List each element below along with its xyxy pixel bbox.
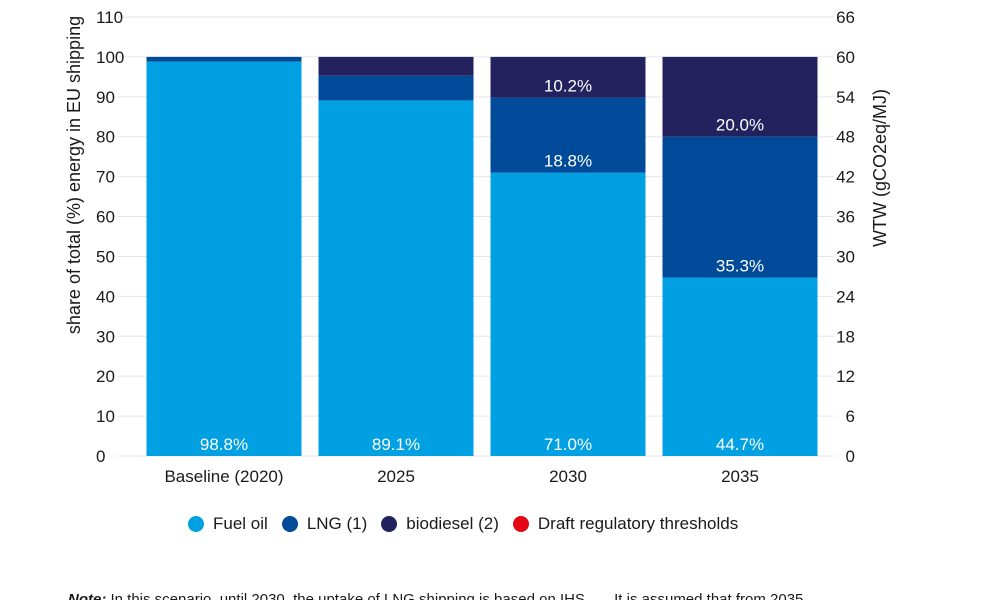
data-label: 18.8% [544, 152, 592, 171]
data-label: 10.2% [544, 77, 592, 96]
data-label: 89.1% [372, 435, 420, 454]
y2-tick-label: 0 [846, 447, 855, 466]
bar-segment [662, 277, 818, 456]
category-label: 2035 [721, 467, 759, 486]
y-tick-label: 100 [96, 48, 124, 67]
stacked-bar-chart: 98.8% 89.1% 71.0% 18.8% 10.2% 44.7% 35.3% 20.0%… [64, 8, 890, 486]
data-labels: 98.8% 89.1% 71.0% 18.8% 10.2% 44.7% 35.3% 20.0% [200, 77, 764, 454]
data-label: 44.7% [716, 435, 764, 454]
category-labels: Baseline (2020) 2025 2030 2035 [164, 467, 758, 486]
y-tick-label: 80 [96, 128, 115, 147]
category-label: 2025 [377, 467, 415, 486]
legend-label: LNG (1) [306, 514, 368, 533]
y2-tick-label: 48 [836, 128, 855, 147]
note-label: Note: [68, 591, 107, 600]
y2-tick-label: 66 [836, 8, 855, 27]
category-label: 2030 [549, 467, 587, 486]
legend-item: Fuel oil [188, 514, 268, 534]
bar-segment [490, 97, 646, 173]
data-label: 35.3% [716, 257, 764, 276]
category-label: Baseline (2020) [164, 467, 283, 486]
legend-label: Fuel oil [213, 514, 268, 533]
bars [146, 56, 818, 457]
y2-axis-title: WTW (gCO2eq/MJ) [870, 89, 890, 247]
y2-tick-label: 18 [836, 327, 855, 346]
bar-segment [490, 56, 646, 98]
y-tick-label: 70 [96, 168, 115, 187]
y2-tick-label: 30 [836, 247, 855, 266]
y2-tick-label: 24 [836, 287, 855, 306]
bar-segment [318, 56, 474, 76]
note-text: In this scenario, until 2030, the uptake… [110, 591, 804, 600]
y-tick-label: 0 [96, 447, 105, 466]
right-axis-ticks: 0 6 12 18 24 30 36 42 48 54 60 66 [836, 8, 855, 466]
y-tick-label: 40 [96, 287, 115, 306]
legend-item: LNG (1) [281, 514, 368, 534]
legend-swatch [381, 516, 398, 532]
y-tick-label: 10 [96, 407, 115, 426]
legend-label: Draft regulatory thresholds [537, 514, 739, 533]
bar-segment [662, 56, 818, 137]
y2-tick-label: 12 [836, 367, 855, 386]
bar-segment [146, 61, 302, 456]
y2-tick-label: 54 [836, 88, 855, 107]
data-label: 71.0% [544, 435, 592, 454]
y-tick-label: 60 [96, 208, 115, 227]
y-tick-label: 90 [96, 88, 115, 107]
y2-tick-label: 6 [846, 407, 855, 426]
y-tick-label: 20 [96, 367, 115, 386]
bar-segment [318, 75, 474, 101]
y2-tick-label: 42 [836, 168, 855, 187]
bar-segment [146, 56, 302, 62]
legend: Fuel oil LNG (1) biodiesel (2) Draft regula… [188, 514, 738, 534]
legend-item: biodiesel (2) [381, 514, 499, 534]
legend-item: Draft regulatory thresholds [512, 514, 739, 534]
legend-swatch [281, 516, 298, 532]
bar-segment [318, 100, 474, 456]
y2-tick-label: 36 [836, 208, 855, 227]
legend-swatch [188, 516, 204, 532]
data-label: 98.8% [200, 435, 248, 454]
y-tick-label: 110 [96, 8, 123, 27]
legend-label: biodiesel (2) [406, 514, 499, 533]
footnote: Note: In this scenario, until 2030, the … [68, 591, 968, 600]
y-tick-label: 50 [96, 247, 115, 266]
y-axis-title: share of total (%) energy in EU shipping [64, 16, 84, 334]
bar-segment [490, 172, 646, 457]
bar-segment [662, 136, 818, 278]
legend-swatch [512, 516, 529, 532]
data-label: 20.0% [716, 116, 764, 135]
y-tick-label: 30 [96, 327, 115, 346]
y2-tick-label: 60 [836, 48, 855, 67]
left-axis-ticks: 0 10 20 30 40 50 60 70 80 90 100 110 [96, 8, 124, 466]
